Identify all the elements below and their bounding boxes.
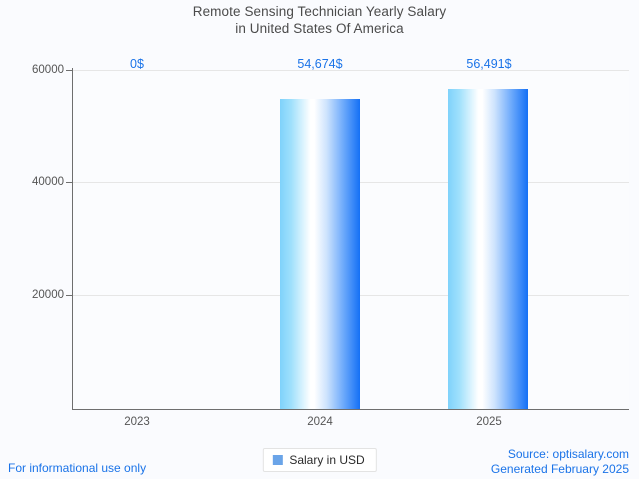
y-axis-line	[72, 68, 73, 410]
y-tick-label-60000: 60000	[32, 64, 64, 76]
chart-title: Remote Sensing Technician Yearly Salary …	[0, 3, 639, 37]
footer-generated-date: Generated February 2025	[490, 462, 629, 476]
data-label-2023: 0$	[130, 57, 144, 71]
x-tick-label-2024: 2024	[307, 416, 333, 428]
chart-legend[interactable]: Salary in USD	[262, 448, 377, 472]
y-tick-mark-20000	[66, 295, 73, 296]
footer-source: Source: optisalary.com	[507, 447, 629, 461]
bar-2024[interactable]	[280, 99, 360, 409]
data-label-2025: 56,491$	[466, 57, 512, 71]
y-tick-label-40000: 40000	[32, 176, 64, 188]
footer-attribution: Source: optisalary.com Generated Februar…	[491, 447, 629, 477]
x-tick-label-2025: 2025	[476, 416, 502, 428]
chart-title-line-2: in United States Of America	[235, 21, 404, 36]
bar-2025[interactable]	[448, 89, 528, 409]
gridline-60000	[72, 70, 629, 71]
footer-disclaimer: For informational use only	[8, 461, 147, 475]
y-tick-mark-40000	[66, 182, 73, 183]
legend-swatch-icon	[272, 455, 283, 465]
data-label-2024: 54,674$	[297, 57, 343, 71]
y-tick-label-20000: 20000	[32, 289, 64, 301]
legend-item-label-salary-in-usd: Salary in USD	[289, 453, 365, 467]
y-tick-mark-60000	[66, 70, 73, 71]
x-tick-label-2023: 2023	[124, 416, 150, 428]
chart-title-line-1: Remote Sensing Technician Yearly Salary	[192, 4, 447, 19]
x-axis-line	[72, 409, 629, 410]
